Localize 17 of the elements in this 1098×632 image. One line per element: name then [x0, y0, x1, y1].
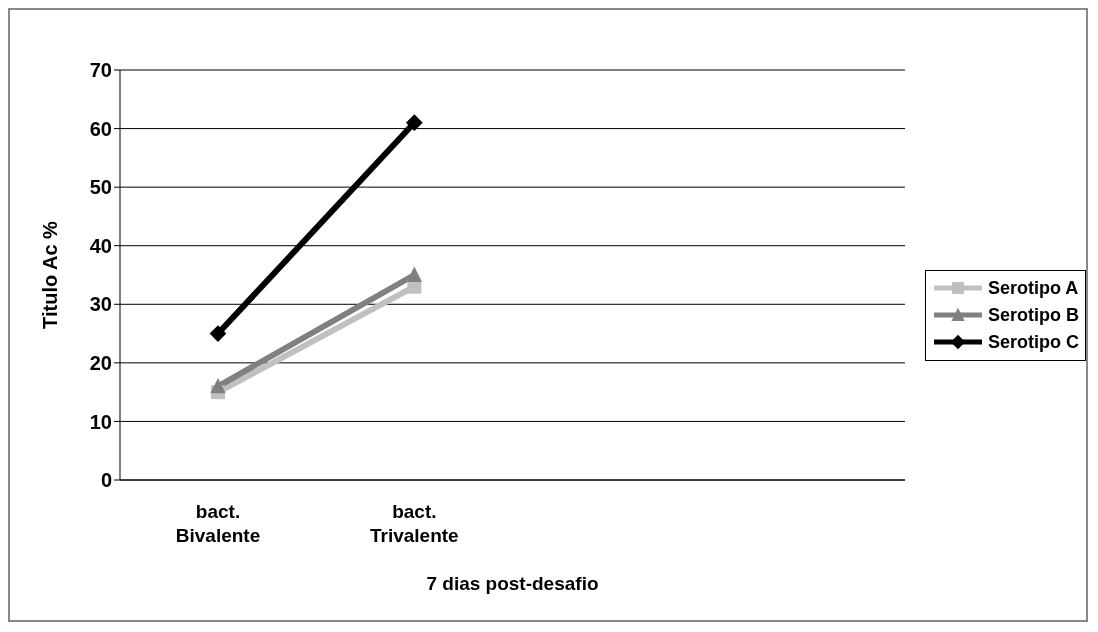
legend-label: Serotipo C: [987, 331, 1079, 353]
y-tick-label: 50: [89, 176, 112, 199]
y-tick-label: 70: [89, 59, 112, 82]
legend-label: Serotipo B: [987, 304, 1079, 326]
point: [405, 114, 423, 132]
y-axis-title: Titulo Ac %: [39, 220, 62, 329]
y-tick-label: 30: [89, 293, 112, 316]
y-tick-label: 10: [89, 410, 112, 433]
point: [209, 325, 227, 342]
y-tick-label: 40: [89, 234, 112, 257]
x-tick-label: bact. Bivalente: [175, 501, 261, 546]
x-tick-label: bact. Trivalente: [369, 501, 459, 546]
y-tick-label: 0: [100, 469, 112, 492]
y-tick-label: 20: [89, 351, 112, 374]
x-axis-title: 7 dias post-desafio: [426, 573, 599, 594]
y-tick-label: 60: [89, 117, 112, 140]
legend-label: Serotipo A: [987, 277, 1079, 299]
